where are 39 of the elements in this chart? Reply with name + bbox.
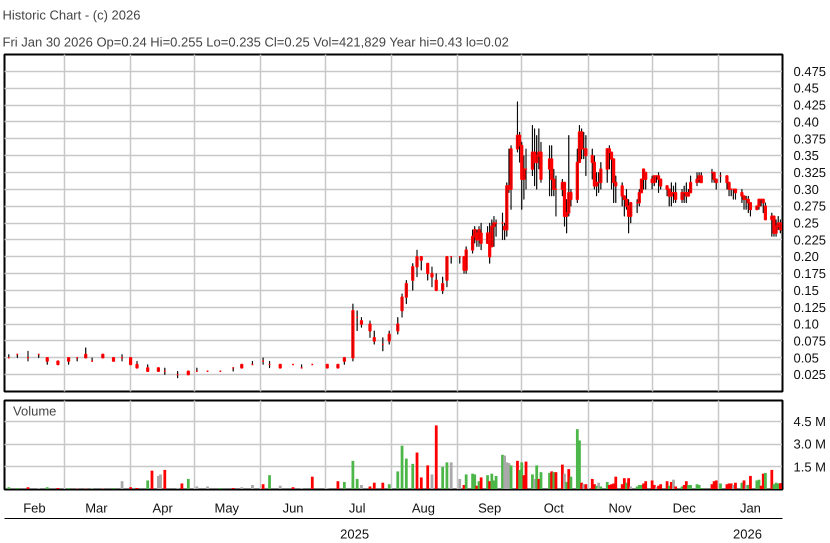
- x-tick-label: Dec: [672, 500, 696, 516]
- y-tick-label: 0.425: [794, 98, 826, 113]
- chart-title: Volume: [13, 403, 56, 418]
- y-tick-label: 0.125: [794, 300, 826, 315]
- x-tick-label: Nov: [608, 500, 632, 516]
- x-tick-label: Mar: [85, 500, 108, 516]
- y-tick-label: 0.35: [794, 148, 819, 164]
- x-tick-label: Sep: [478, 500, 502, 516]
- y-tick-label: 0.075: [794, 333, 826, 348]
- y-tick-label: 0.225: [794, 232, 826, 248]
- y-tick-label: 3.0 M: [794, 436, 826, 452]
- x-tick-label: Jan: [740, 500, 761, 516]
- y-tick-label: 0.20: [794, 249, 819, 264]
- text: 2025: [340, 526, 370, 542]
- y-tick-label: 0.375: [794, 131, 826, 146]
- y-tick-label: 0.40: [794, 114, 819, 130]
- x-tick-label: Jun: [282, 500, 304, 516]
- y-tick-label: 0.175: [794, 266, 826, 282]
- y-tick-label: 0.45: [794, 80, 819, 96]
- y-tick-label: 0.15: [794, 282, 819, 298]
- y-tick-label: 0.25: [794, 216, 819, 230]
- y-tick-label: 0.325: [794, 164, 826, 180]
- y-tick-label: 1.5 M: [794, 459, 826, 474]
- y-tick-label: 0.10: [794, 316, 819, 332]
- x-tick-label: Apr: [152, 500, 174, 516]
- y-tick-label: 0.275: [794, 198, 826, 214]
- y-tick-label: 0.025: [794, 367, 826, 382]
- text: 2026: [733, 526, 762, 542]
- x-tick-label: May: [214, 500, 240, 516]
- y-tick-label: 0.475: [794, 64, 826, 79]
- chart-subtitle: Fri Jan 30 2026 Op=0.24 Hi=0.255 Lo=0.235 Cl=0.25 Vol=421,829 Year hi=0.43 lo=0.02: [2, 34, 509, 50]
- y-tick-label: 0.05: [794, 350, 819, 366]
- chart-title: Historic Chart - (c) 2026: [2, 8, 140, 22]
- x-tick-label: Oct: [544, 500, 564, 516]
- x-tick-label: Feb: [23, 500, 46, 516]
- y-tick-label: 0.30: [794, 182, 819, 197]
- y-tick-label: 4.5 M: [794, 414, 826, 430]
- x-tick-label: Aug: [412, 500, 435, 516]
- x-tick-label: Jul: [348, 500, 366, 516]
